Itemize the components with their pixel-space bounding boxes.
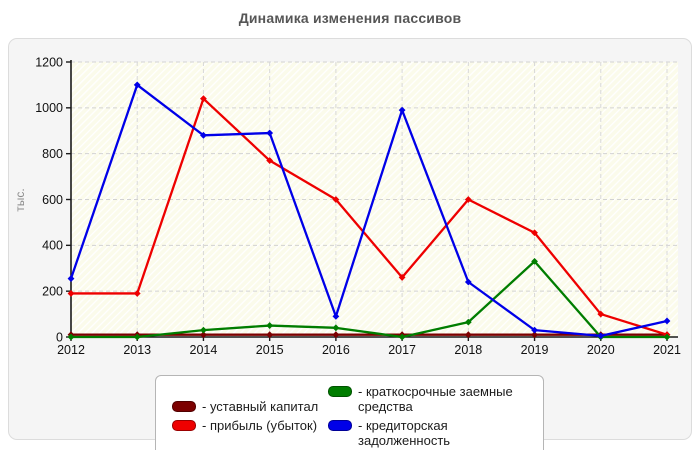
series-marker — [597, 310, 605, 318]
series-marker — [531, 326, 538, 334]
y-tick-label: 600 — [42, 193, 63, 207]
series-marker — [531, 331, 538, 339]
series-marker — [200, 326, 207, 334]
series-marker — [464, 278, 472, 286]
legend-column-2: - краткосрочные заемные средства - кредит… — [328, 382, 535, 450]
legend-swatch-icon — [172, 401, 196, 412]
series-marker — [266, 157, 274, 164]
y-tick-label: 200 — [42, 284, 63, 298]
series-marker — [398, 106, 406, 114]
series-marker — [67, 333, 75, 341]
series-marker — [133, 81, 141, 89]
y-tick-label: 1200 — [35, 55, 63, 69]
series-marker — [332, 196, 340, 203]
series-marker — [133, 290, 141, 297]
series-marker — [332, 331, 340, 339]
legend-item: - краткосрочные заемные средства — [328, 384, 535, 414]
x-tick-label: 2017 — [388, 343, 416, 357]
series-line-3 — [69, 83, 669, 338]
legend-item: - прибыль (убыток) — [172, 418, 328, 433]
series-marker — [663, 333, 671, 341]
legend-label: - кредиторская задолженность — [358, 418, 451, 448]
series-marker — [531, 257, 538, 265]
legend-swatch-icon — [328, 420, 352, 431]
series-marker — [332, 324, 340, 332]
x-tick-label: 2012 — [57, 343, 85, 357]
series-marker — [398, 274, 406, 281]
x-tick-label: 2018 — [454, 343, 482, 357]
legend-label: - прибыль (убыток) — [202, 418, 318, 433]
y-tick-label: 0 — [56, 330, 63, 344]
series-marker — [597, 332, 605, 340]
y-tick-label: 400 — [42, 239, 63, 253]
legend-swatch-icon — [172, 420, 196, 431]
chart-legend: - уставный капитал - прибыль (убыток) - к… — [155, 375, 544, 450]
x-tick-label: 2016 — [322, 343, 350, 357]
series-marker — [464, 331, 472, 339]
series-marker — [133, 333, 141, 341]
series-marker — [464, 318, 472, 326]
legend-label: - краткосрочные заемные средства — [358, 384, 513, 414]
legend-swatch-icon — [328, 386, 352, 397]
x-tick-label: 2013 — [123, 343, 151, 357]
series-marker — [266, 129, 274, 137]
series-marker — [200, 331, 207, 339]
series-marker — [266, 322, 274, 329]
chart-title: Динамика изменения пассивов — [238, 10, 462, 26]
legend-item: - уставный капитал — [172, 399, 328, 414]
series-line-2 — [69, 260, 669, 339]
series-marker — [398, 333, 406, 341]
legend-column-1: - уставный капитал - прибыль (убыток) — [172, 382, 328, 450]
series-marker — [464, 196, 472, 203]
x-tick-label: 2021 — [653, 343, 681, 357]
legend-item: - кредиторская задолженность — [328, 418, 535, 448]
legend-label: - уставный капитал — [202, 399, 319, 414]
y-tick-label: 1000 — [35, 101, 63, 115]
series-marker — [332, 312, 340, 320]
x-tick-label: 2014 — [190, 343, 218, 357]
x-tick-label: 2019 — [521, 343, 549, 357]
series-marker — [200, 95, 207, 103]
series-marker — [531, 229, 538, 237]
y-axis-title: тыс. — [13, 188, 27, 211]
y-tick-label: 800 — [42, 147, 63, 161]
series-marker — [663, 317, 671, 325]
series-line-1 — [69, 97, 669, 336]
x-tick-label: 2020 — [587, 343, 615, 357]
series-marker — [266, 331, 274, 339]
x-tick-label: 2015 — [256, 343, 284, 357]
series-marker — [67, 275, 75, 282]
series-marker — [67, 290, 75, 297]
series-marker — [200, 131, 207, 139]
